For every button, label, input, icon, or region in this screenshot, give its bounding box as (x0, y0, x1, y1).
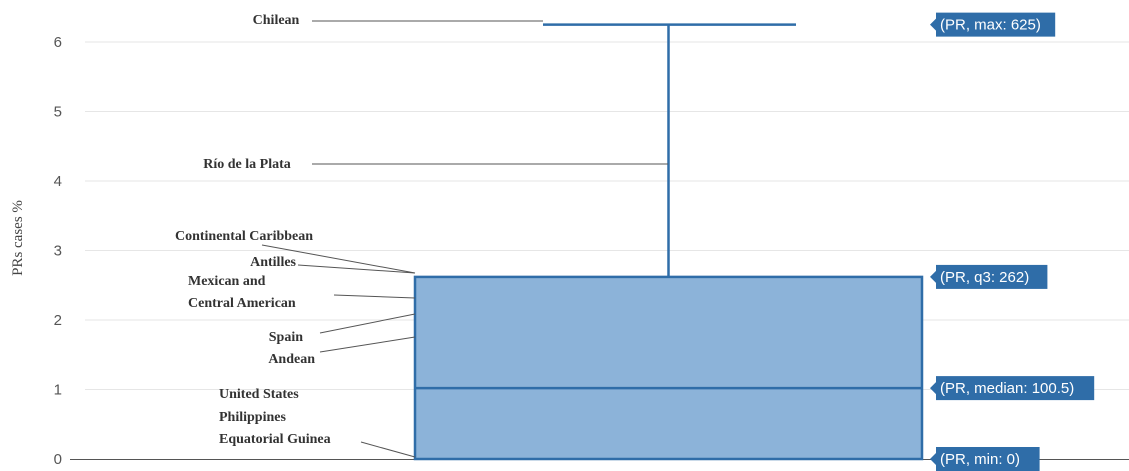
y-axis-label: PRs cases % (10, 200, 26, 276)
stat-label-text: (PR, min: 0) (940, 451, 1020, 468)
y-tick-label: 4 (54, 173, 62, 190)
box-body (413, 275, 924, 461)
annotation-leader-line (319, 336, 416, 353)
annotation-leader-line (319, 313, 416, 334)
annotation-label: Chilean (253, 13, 300, 28)
annotation-label: United States (219, 387, 299, 402)
annotation-label: Spain (269, 330, 303, 345)
annotation-label: Continental Caribbean (175, 229, 313, 244)
stat-label-box (936, 12, 1056, 37)
y-tick-label: 0 (54, 451, 62, 468)
y-tick-label: 3 (54, 243, 62, 260)
stat-label-pointer (930, 453, 936, 465)
annotation-leader-line (261, 244, 416, 274)
annotation-leader-line (297, 264, 416, 274)
annotation-label: Philippines (219, 410, 286, 425)
y-tick-label: 1 (54, 382, 62, 399)
stat-label-box (936, 376, 1095, 401)
annotation-label: Equatorial Guinea (219, 432, 331, 447)
box-plot (413, 23, 924, 461)
stat-label-box (936, 264, 1048, 289)
annotation-leader-line (360, 441, 416, 458)
y-tick-label: 2 (54, 312, 62, 329)
annotation-leader-line (333, 294, 416, 299)
stat-label-pointer (930, 18, 936, 31)
annotation-label: Central American (188, 296, 296, 311)
stat-label-text: (PR, median: 100.5) (940, 380, 1074, 397)
stat-label-pointer (930, 270, 936, 283)
annotation-label: Río de la Plata (203, 157, 291, 172)
stat-label-box (936, 447, 1040, 471)
annotation-label: Andean (268, 352, 315, 367)
annotations: Chilean Río de la Plata Continental Caribb… (175, 13, 668, 458)
y-tick-label: 5 (54, 104, 62, 121)
stat-label-text: (PR, q3: 262) (940, 269, 1029, 286)
y-tick-label: 6 (54, 34, 62, 51)
stat-labels: (PR, max: 625) (PR, q3: 262) (PR, median: … (930, 12, 1095, 471)
y-axis-ticks: 0 1 2 3 4 5 6 (54, 34, 62, 468)
annotation-label: Antilles (250, 255, 296, 270)
stat-label-pointer (930, 382, 936, 395)
stat-label-text: (PR, max: 625) (940, 17, 1041, 34)
annotation-label: Mexican and (188, 274, 266, 289)
